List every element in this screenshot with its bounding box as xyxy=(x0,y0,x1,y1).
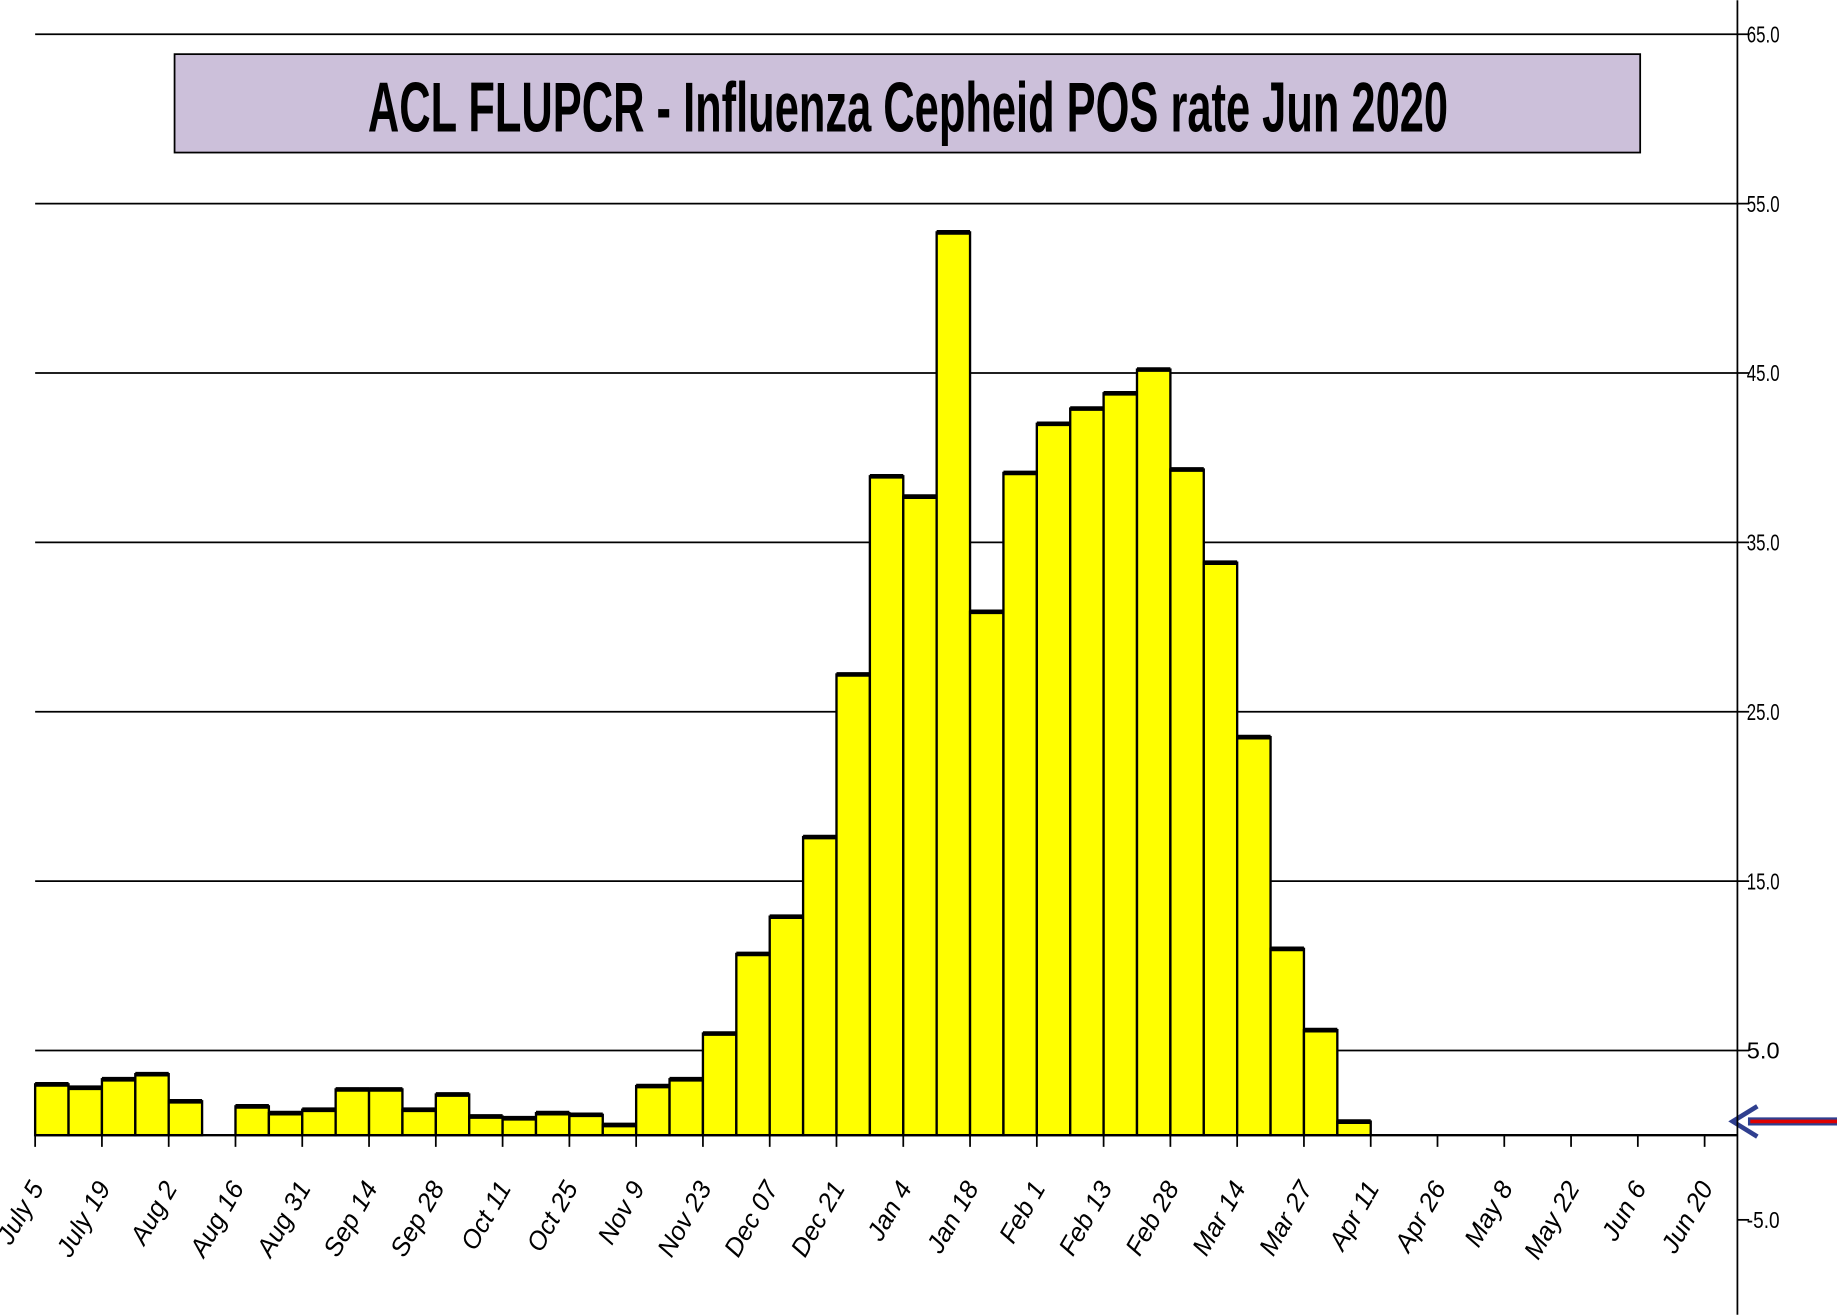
x-tick-label: Nov 9 xyxy=(593,1177,651,1249)
bar xyxy=(668,1078,705,1137)
y-tick-label: -5.0 xyxy=(1747,1207,1780,1233)
bar xyxy=(334,1088,371,1137)
x-tick-label: Apr 26 xyxy=(1389,1176,1453,1258)
y-tick-label: 65.0 xyxy=(1747,21,1780,47)
bar xyxy=(1135,368,1172,1137)
bar xyxy=(1102,392,1139,1137)
x-tick-label: Dec 21 xyxy=(786,1177,851,1262)
bar xyxy=(234,1105,271,1137)
bar xyxy=(634,1084,671,1137)
x-tick-label: Sep 14 xyxy=(319,1177,384,1262)
x-tick-label: Nov 23 xyxy=(652,1176,717,1261)
x-tick-label: July 19 xyxy=(51,1177,117,1263)
bar xyxy=(1302,1028,1339,1137)
x-tick-label: Mar 14 xyxy=(1187,1177,1251,1260)
x-tick-label: Apr 11 xyxy=(1323,1177,1385,1257)
bar xyxy=(100,1078,137,1137)
bar xyxy=(534,1111,571,1137)
y-tick-label: 55.0 xyxy=(1747,191,1780,217)
bar xyxy=(134,1073,170,1137)
y-tick-label: 15.0 xyxy=(1747,868,1780,894)
x-tick-label: Aug 16 xyxy=(184,1176,250,1263)
x-tick-label: Oct 25 xyxy=(522,1176,585,1256)
x-tick-label: Oct 11 xyxy=(456,1177,517,1255)
bar xyxy=(1035,422,1072,1137)
arrow-head xyxy=(1728,1104,1759,1139)
pointer-arrow xyxy=(1728,1104,1837,1139)
bar xyxy=(835,673,872,1137)
x-tick-label: Aug 2 xyxy=(124,1177,183,1251)
bar xyxy=(935,231,972,1137)
bar xyxy=(501,1117,538,1137)
y-tick-label: 45.0 xyxy=(1747,360,1780,386)
bar xyxy=(868,475,905,1137)
x-tick-label: Jan 4 xyxy=(862,1177,918,1246)
bar xyxy=(1169,468,1205,1137)
x-tick-label: Aug 31 xyxy=(251,1177,317,1263)
bar xyxy=(401,1108,437,1137)
chart-title: ACL FLUPCR - Influenza Cepheid POS rate … xyxy=(368,67,1448,146)
bar xyxy=(267,1111,304,1137)
x-tick-label: Jan 18 xyxy=(921,1176,985,1258)
bar xyxy=(1002,471,1038,1137)
bar xyxy=(67,1086,104,1137)
bar xyxy=(167,1100,204,1137)
x-tick-label: Feb 13 xyxy=(1054,1176,1119,1260)
bar xyxy=(301,1108,337,1137)
x-tick-label: Feb 1 xyxy=(994,1177,1051,1248)
bar xyxy=(434,1093,471,1137)
y-tick-label: 35.0 xyxy=(1747,530,1780,556)
x-tick-label: Jun 20 xyxy=(1656,1176,1720,1258)
x-tick-label: May 8 xyxy=(1460,1176,1520,1251)
title-box xyxy=(173,53,1642,154)
y-tick-label: 25.0 xyxy=(1747,699,1780,725)
bar xyxy=(1069,407,1105,1137)
bar xyxy=(468,1115,504,1137)
x-tick-label: Dec 07 xyxy=(719,1175,785,1261)
bar xyxy=(33,1083,70,1137)
x-tick-label: May 22 xyxy=(1519,1177,1585,1264)
x-tick-label: Mar 27 xyxy=(1254,1175,1319,1260)
x-tick-label: July 5 xyxy=(0,1176,50,1250)
x-tick-label: Jun 6 xyxy=(1596,1176,1653,1246)
bar xyxy=(902,495,938,1137)
bar xyxy=(367,1088,404,1137)
bar xyxy=(568,1113,604,1137)
x-tick-label: Feb 28 xyxy=(1121,1176,1186,1260)
y-tick-label: 5.0 xyxy=(1747,1038,1780,1064)
bar xyxy=(1235,735,1272,1137)
x-tick-label: Sep 28 xyxy=(385,1176,450,1261)
bar xyxy=(1269,947,1306,1137)
bar xyxy=(701,1032,738,1137)
bar xyxy=(1202,561,1239,1137)
bar xyxy=(768,915,805,1137)
bar xyxy=(968,610,1005,1137)
bar xyxy=(735,952,771,1137)
bar xyxy=(801,835,838,1137)
